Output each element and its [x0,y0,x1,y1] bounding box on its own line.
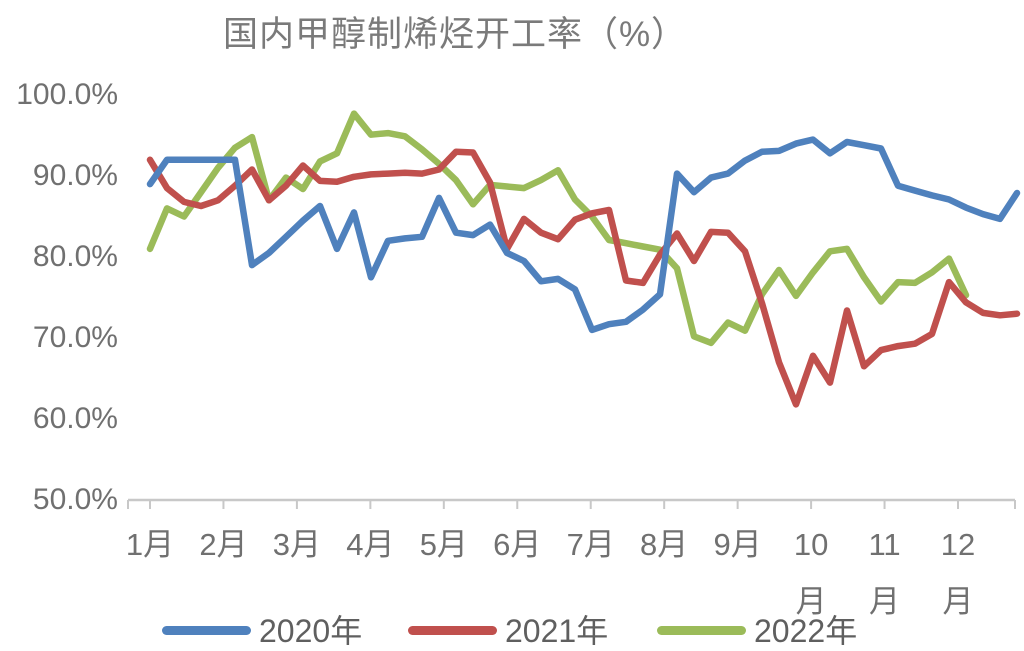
legend-label: 2022年 [754,613,858,649]
x-axis-tick-label: 8月 [640,527,689,562]
x-axis-tick-label: 9月 [713,527,762,562]
series-line-2020 [146,136,1021,334]
x-axis-tick-label: 11 月 [837,527,933,620]
x-axis-label-number: 10 [793,527,829,562]
x-axis-tick-label: 5月 [419,527,468,562]
chart-title: 国内甲醇制烯烃开工率（%） [222,15,688,54]
legend-line-swatch [408,626,497,635]
x-axis-label-unit: 月 [795,584,827,619]
x-axis-tick-label: 3月 [272,527,322,562]
x-axis-tick-label: 6月 [493,527,542,562]
x-axis-tick-label: 12 月 [910,527,1006,620]
legend-line-swatch [657,626,746,635]
x-axis-tick-label: 2月 [199,527,248,562]
y-axis-tick-label: 70.0% [32,321,118,354]
series-line-2022 [146,110,970,347]
x-axis-label-unit: 月 [869,584,901,619]
x-axis-tick-label: 1月 [125,527,175,562]
legend-label: 2020年 [259,613,363,649]
x-axis-label-number: 12 [940,527,976,562]
y-axis-tick-label: 100.0% [16,78,118,111]
x-axis-label-unit: 月 [942,584,974,619]
x-axis-tick-label: 10 月 [763,527,859,620]
x-axis-tick-label: 4月 [346,527,395,562]
legend-line-swatch [162,626,251,635]
y-axis-tick-label: 80.0% [32,240,118,273]
y-axis-tick-label: 50.0% [32,483,118,516]
y-axis-tick-label: 60.0% [32,402,118,435]
legend-label: 2021年 [505,613,609,649]
x-axis-label-number: 11 [868,527,901,562]
series-line-2021 [146,148,1021,408]
y-axis-tick-label: 90.0% [32,159,118,192]
x-axis-tick-label: 7月 [566,527,615,562]
